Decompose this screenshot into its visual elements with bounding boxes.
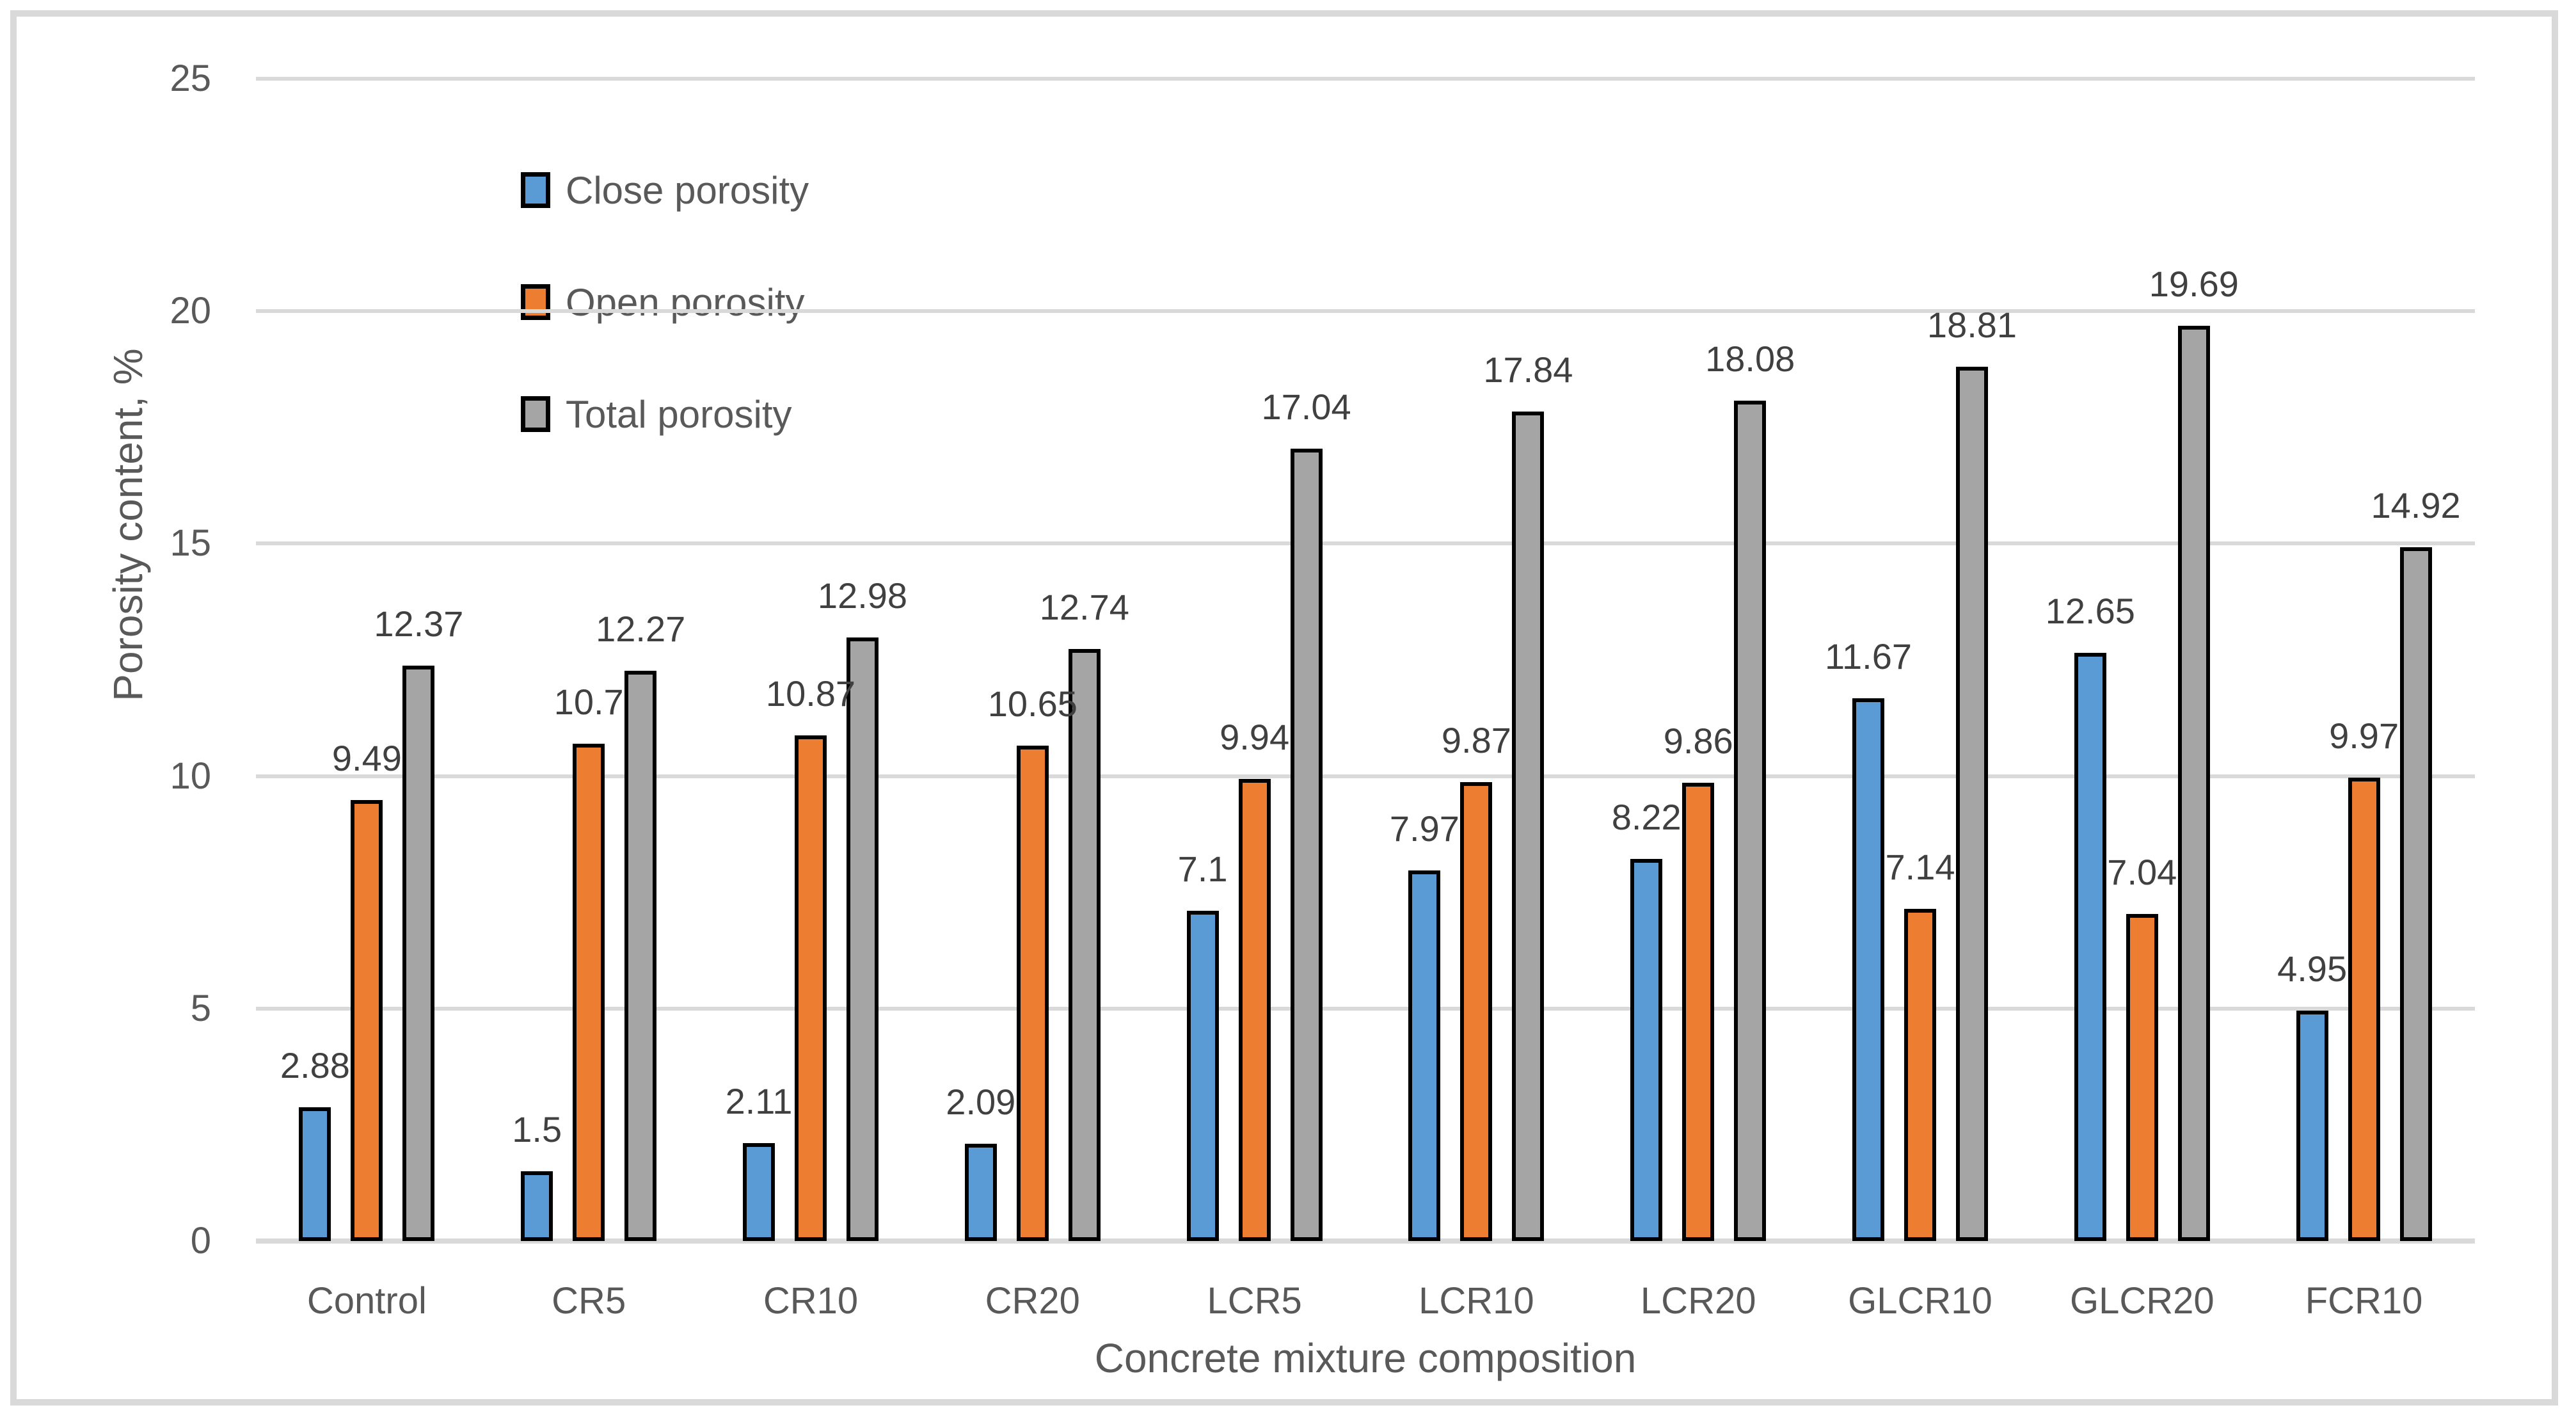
bar-open-porosity-control — [351, 800, 383, 1241]
bar-close-porosity-glcr10 — [1852, 698, 1884, 1241]
category-label-control: Control — [306, 1280, 427, 1322]
data-label: 10.65 — [987, 684, 1077, 724]
gridline — [256, 309, 2475, 314]
category-label-fcr10: FCR10 — [2305, 1280, 2423, 1322]
bar-total-porosity-cr10 — [847, 637, 879, 1241]
legend-item-close-porosity: Close porosity — [521, 164, 809, 216]
bar-close-porosity-cr10 — [743, 1143, 775, 1241]
y-tick-label: 15 — [170, 522, 211, 565]
bar-total-porosity-control — [402, 666, 435, 1241]
bar-open-porosity-cr20 — [1016, 746, 1049, 1241]
x-axis-baseline — [256, 1238, 2475, 1244]
data-label: 1.5 — [512, 1109, 562, 1150]
data-label: 12.27 — [596, 609, 686, 649]
data-label: 18.08 — [1705, 339, 1795, 379]
legend-label: Open porosity — [566, 280, 805, 324]
bar-total-porosity-lcr20 — [1734, 401, 1767, 1241]
bar-open-porosity-fcr10 — [2348, 778, 2380, 1241]
data-label: 7.14 — [1885, 847, 1955, 887]
bar-open-porosity-glcr10 — [1904, 909, 1936, 1241]
legend-swatch-close-porosity — [521, 172, 550, 208]
bar-total-porosity-lcr5 — [1290, 449, 1323, 1241]
legend-label: Total porosity — [566, 392, 792, 436]
bar-close-porosity-cr20 — [964, 1144, 997, 1241]
bar-close-porosity-fcr10 — [2296, 1011, 2328, 1241]
y-tick-label: 20 — [170, 290, 211, 332]
category-label-glcr20: GLCR20 — [2069, 1280, 2214, 1322]
gridline — [256, 77, 2475, 81]
data-label: 10.7 — [553, 682, 624, 722]
data-label: 9.94 — [1220, 717, 1290, 757]
category-label-cr20: CR20 — [985, 1280, 1080, 1322]
category-label-cr5: CR5 — [552, 1280, 626, 1322]
category-label-lcr20: LCR20 — [1640, 1280, 1756, 1322]
bar-total-porosity-cr5 — [624, 671, 657, 1241]
category-label-lcr10: LCR10 — [1419, 1280, 1534, 1322]
y-tick-label: 0 — [190, 1220, 211, 1262]
bar-total-porosity-lcr10 — [1512, 412, 1545, 1241]
bar-total-porosity-cr20 — [1068, 649, 1101, 1241]
data-label: 9.97 — [2329, 716, 2399, 756]
bar-open-porosity-cr10 — [795, 735, 827, 1241]
bar-open-porosity-lcr10 — [1460, 782, 1493, 1241]
category-label-lcr5: LCR5 — [1207, 1280, 1302, 1322]
bar-open-porosity-cr5 — [573, 744, 605, 1241]
bar-open-porosity-lcr5 — [1238, 779, 1271, 1241]
data-label: 2.11 — [725, 1081, 793, 1121]
bar-close-porosity-control — [299, 1107, 331, 1241]
gridline — [256, 541, 2475, 546]
data-label: 11.67 — [1825, 636, 1912, 677]
data-label: 7.97 — [1389, 808, 1459, 849]
bar-total-porosity-glcr10 — [1956, 367, 1988, 1241]
chart-frame-border — [10, 10, 2558, 1406]
data-label: 8.22 — [1611, 797, 1682, 837]
data-label: 12.37 — [374, 604, 464, 644]
data-label: 18.81 — [1927, 305, 2017, 345]
y-tick-label: 10 — [170, 755, 211, 797]
bar-close-porosity-glcr20 — [2074, 653, 2106, 1241]
gridline — [256, 1006, 2475, 1011]
data-label: 12.65 — [2045, 591, 2135, 631]
data-label: 12.74 — [1039, 587, 1129, 627]
y-tick-label: 25 — [170, 58, 211, 99]
gridline — [256, 774, 2475, 778]
data-label: 9.49 — [331, 738, 402, 778]
legend-swatch-total-porosity — [521, 396, 550, 432]
legend-swatch-open-porosity — [521, 284, 550, 320]
category-label-glcr10: GLCR10 — [1848, 1280, 1992, 1322]
data-label: 7.04 — [2107, 852, 2177, 892]
bar-total-porosity-fcr10 — [2399, 547, 2432, 1241]
data-label: 19.69 — [2149, 264, 2239, 304]
y-tick-label: 5 — [190, 987, 211, 1029]
data-label: 7.1 — [1177, 849, 1228, 889]
bar-close-porosity-lcr20 — [1630, 859, 1663, 1241]
data-label: 4.95 — [2277, 949, 2348, 989]
data-label: 9.87 — [1441, 720, 1511, 760]
bar-open-porosity-lcr20 — [1682, 783, 1715, 1241]
bar-total-porosity-glcr20 — [2177, 326, 2210, 1241]
data-label: 12.98 — [817, 575, 908, 616]
bar-close-porosity-lcr10 — [1408, 870, 1441, 1241]
legend-label: Close porosity — [566, 168, 809, 212]
bar-close-porosity-lcr5 — [1186, 911, 1219, 1241]
bar-open-porosity-glcr20 — [2126, 914, 2158, 1241]
legend-item-total-porosity: Total porosity — [521, 389, 792, 440]
data-label: 17.04 — [1261, 387, 1351, 427]
data-label: 10.87 — [765, 673, 856, 714]
data-label: 2.09 — [946, 1082, 1016, 1122]
x-axis-title: Concrete mixture composition — [1094, 1335, 1637, 1381]
data-label: 9.86 — [1663, 721, 1733, 761]
legend-item-open-porosity: Open porosity — [521, 276, 805, 328]
data-label: 2.88 — [280, 1045, 350, 1086]
bar-close-porosity-cr5 — [521, 1171, 553, 1241]
data-label: 14.92 — [2371, 485, 2461, 525]
data-label: 17.84 — [1483, 349, 1573, 390]
category-label-cr10: CR10 — [763, 1280, 859, 1322]
